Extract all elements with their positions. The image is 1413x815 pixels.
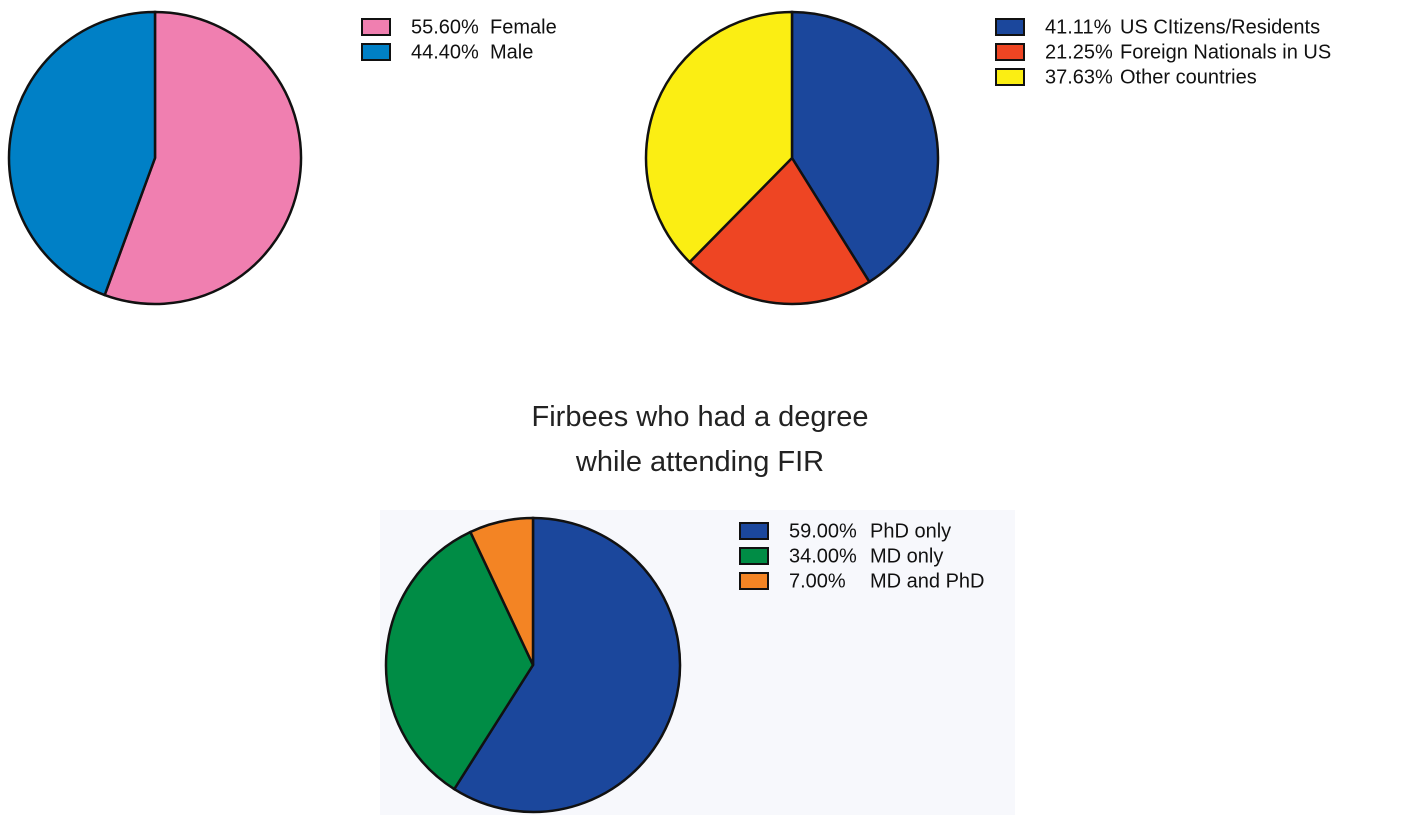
- legend-label: Male: [490, 41, 533, 63]
- legend-label: PhD only: [870, 520, 951, 542]
- legend-swatch: [361, 18, 391, 36]
- legend-swatch: [995, 43, 1025, 61]
- pie-slice: [687, 155, 872, 306]
- legend-label: MD only: [870, 545, 943, 567]
- legend-value: 44.40%: [411, 41, 479, 63]
- pie-slice: [452, 516, 682, 814]
- legend-label: US CItizens/Residents: [1120, 16, 1320, 38]
- legend-value: 59.00%: [789, 520, 857, 542]
- pie-slice: [384, 530, 535, 791]
- legend-label: Foreign Nationals in US: [1120, 41, 1331, 63]
- pie-slice: [644, 10, 794, 264]
- pie-slice: [103, 10, 303, 306]
- legend-value: 7.00%: [789, 570, 846, 592]
- legend-swatch: [739, 522, 769, 540]
- chart-title: Firbees who had a degree while attending…: [531, 401, 869, 478]
- legend-label: Other countries: [1120, 66, 1257, 88]
- legend-swatch: [361, 43, 391, 61]
- legend-value: 55.60%: [411, 16, 479, 38]
- legend-label: MD and PhD: [870, 570, 985, 592]
- legend-swatch: [995, 18, 1025, 36]
- legend-swatch: [739, 572, 769, 590]
- legend-value: 34.00%: [789, 545, 857, 567]
- legend-label: Female: [490, 16, 557, 38]
- legend-value: 41.11%: [1045, 16, 1112, 38]
- pie-slice: [468, 516, 535, 666]
- legend-value: 37.63%: [1045, 66, 1113, 88]
- pie-slice: [7, 10, 157, 297]
- legend-swatch: [739, 547, 769, 565]
- legend-value: 21.25%: [1045, 41, 1113, 63]
- legend-swatch: [995, 68, 1025, 86]
